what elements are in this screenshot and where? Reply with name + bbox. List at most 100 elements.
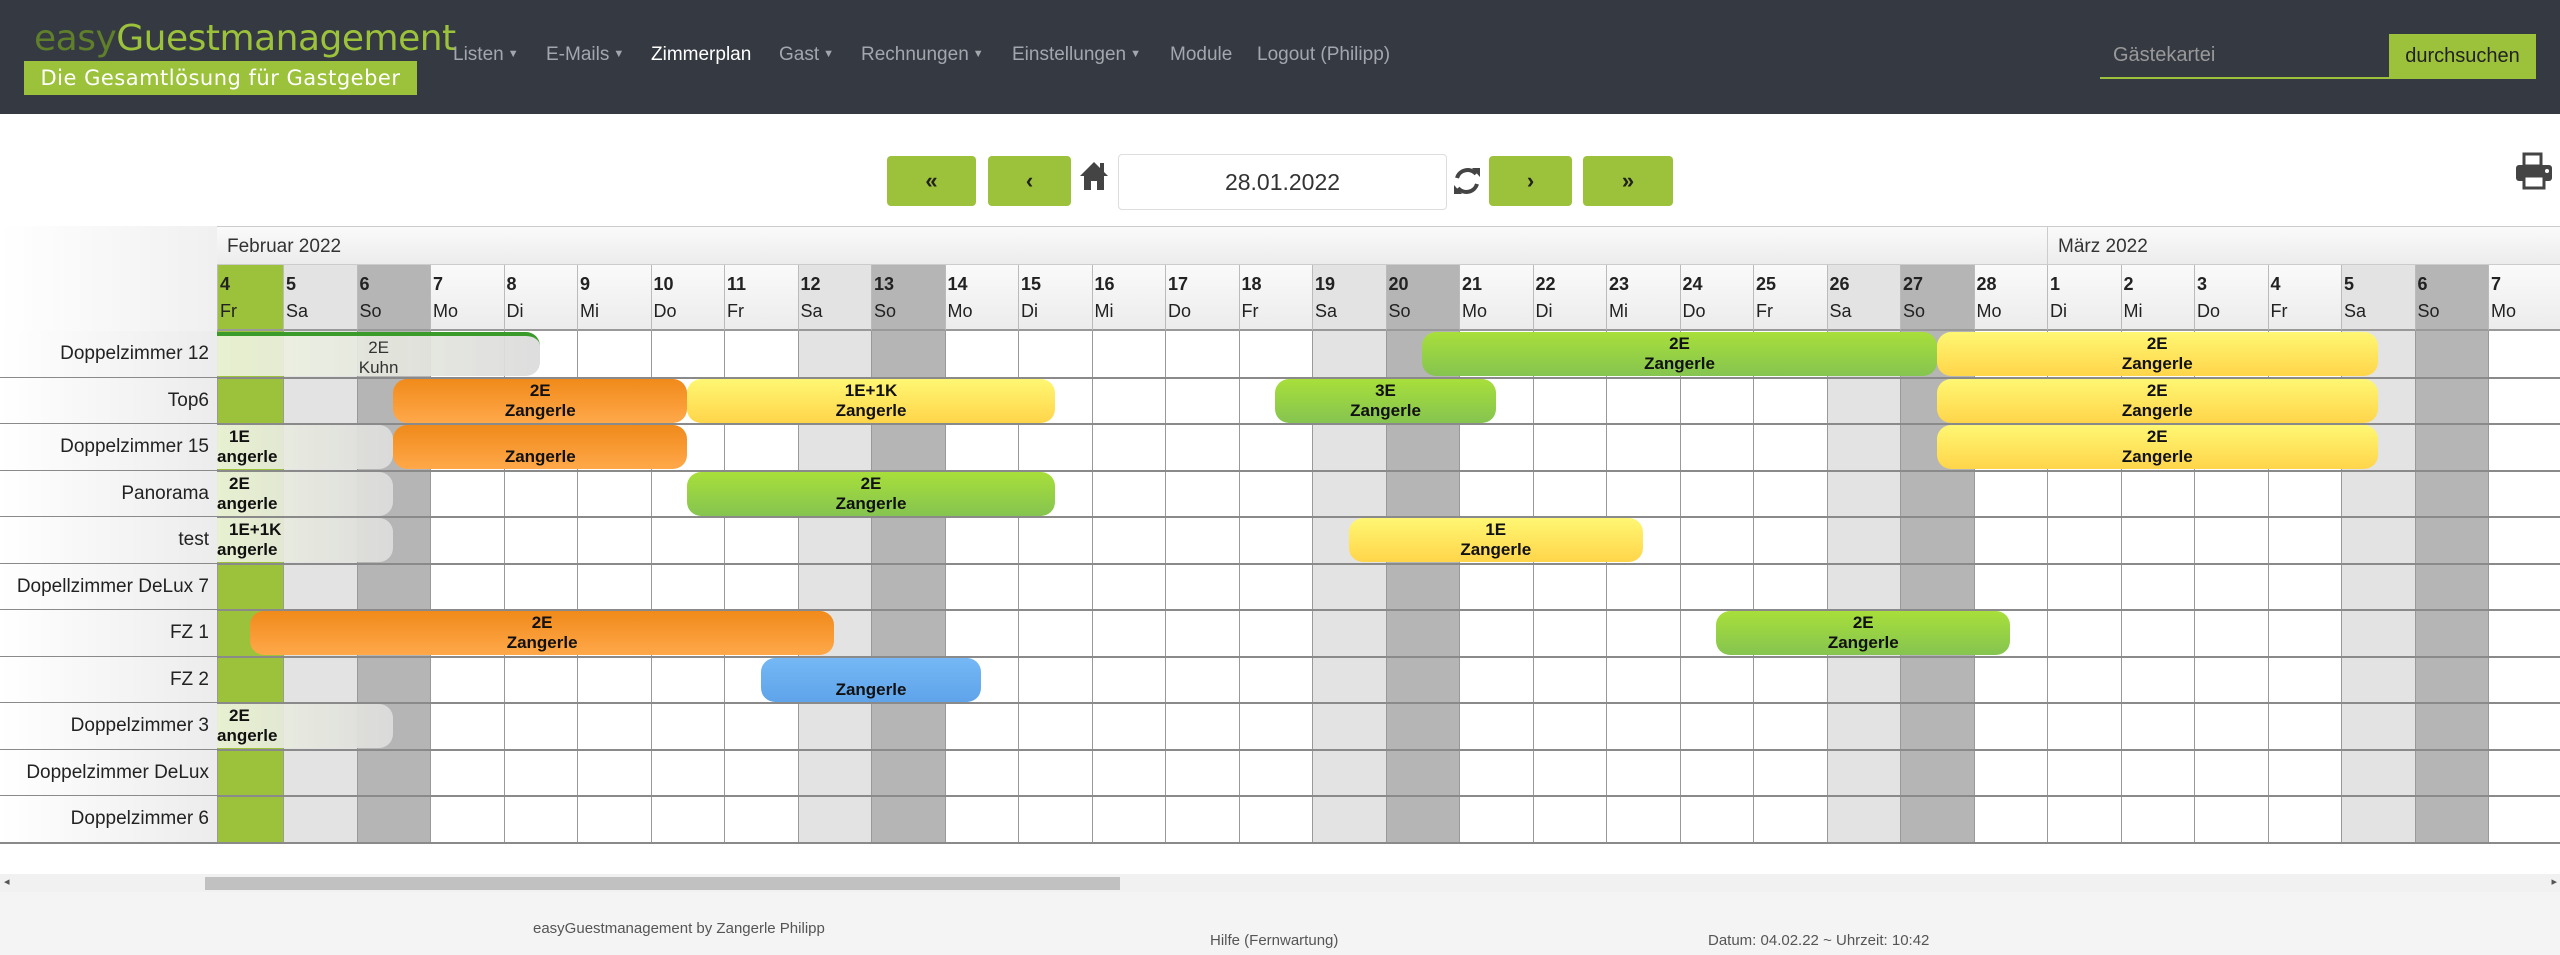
day-header[interactable]: 4 Fr (2267, 265, 2341, 331)
day-column[interactable] (1091, 331, 1165, 843)
day-header[interactable]: 3 Do (2194, 265, 2268, 331)
day-header[interactable]: 18 Fr (1238, 265, 1312, 331)
day-header[interactable]: 4 Fr (217, 265, 283, 331)
day-column[interactable] (2488, 331, 2560, 843)
room-label[interactable]: FZ 1 (0, 610, 217, 656)
day-header[interactable]: 8 Di (503, 265, 577, 331)
day-header[interactable]: 12 Sa (797, 265, 871, 331)
day-header[interactable]: 20 So (1385, 265, 1459, 331)
day-header[interactable]: 7 Mo (2488, 265, 2560, 331)
room-label[interactable]: test (0, 517, 217, 563)
nav-zimmerplan[interactable]: Zimmerplan (651, 44, 751, 66)
room-label[interactable]: Doppelzimmer 6 (0, 796, 217, 842)
day-header[interactable]: 2 Mi (2120, 265, 2194, 331)
booking-bar[interactable]: 2E Zangerle (1936, 378, 2378, 423)
day-header[interactable]: 28 Mo (1973, 265, 2047, 331)
day-header[interactable]: 19 Sa (1312, 265, 1386, 331)
print-icon[interactable] (2515, 152, 2553, 195)
room-label[interactable]: Doppelzimmer 12 (0, 331, 217, 377)
weekday: Mi (1609, 301, 1628, 321)
day-header[interactable]: 25 Fr (1753, 265, 1827, 331)
date-input[interactable] (1118, 154, 1447, 210)
day-header[interactable]: 10 Do (650, 265, 724, 331)
booking-bar[interactable]: Zangerle (393, 425, 688, 469)
guest-search-input[interactable] (2100, 34, 2389, 79)
day-header[interactable]: 6 So (356, 265, 430, 331)
booking-bar[interactable]: 2E angerle (217, 471, 394, 516)
booking-bar[interactable]: 1E+1K Zangerle (687, 378, 1055, 423)
day-header[interactable]: 21 Mo (1459, 265, 1533, 331)
room-label[interactable]: Doppelzimmer 15 (0, 424, 217, 470)
weekday: Mo (2491, 301, 2517, 321)
room-label[interactable]: Doppelzimmer 3 (0, 703, 217, 749)
next-button[interactable]: › (1489, 156, 1572, 206)
day-header[interactable]: 23 Mi (1606, 265, 1680, 331)
nav-rechnungen[interactable]: Rechnungen ▼ (861, 44, 984, 66)
refresh-icon[interactable] (1452, 164, 1482, 203)
nav-listen[interactable]: Listen ▼ (453, 44, 519, 66)
day-header[interactable]: 27 So (1900, 265, 1974, 331)
day-column[interactable] (217, 331, 283, 843)
day-column[interactable] (1753, 331, 1827, 843)
booking-bar[interactable]: 2E Zangerle (250, 611, 835, 655)
day-header[interactable]: 17 Do (1165, 265, 1239, 331)
first-page-button[interactable]: « (887, 156, 976, 206)
prev-button[interactable]: ‹ (988, 156, 1071, 206)
room-label[interactable]: FZ 2 (0, 656, 217, 703)
day-column[interactable] (1826, 331, 1900, 843)
room-label[interactable]: Top6 (0, 377, 217, 424)
day-header[interactable]: 15 Di (1018, 265, 1092, 331)
day-column[interactable] (1165, 331, 1239, 843)
booking-bar[interactable]: 2E Zangerle (1936, 332, 2378, 376)
nav-logout-philipp[interactable]: Logout (Philipp) (1257, 44, 1390, 66)
booking-bar[interactable]: 2E Kuhn (217, 332, 541, 376)
nav-einstellungen[interactable]: Einstellungen ▼ (1012, 44, 1141, 66)
scrollbar-thumb[interactable] (205, 877, 1120, 890)
weekday: Di (1021, 301, 1038, 321)
booking-bar[interactable]: 2E Zangerle (1422, 332, 1937, 376)
booking-bar[interactable]: 1E angerle (217, 425, 394, 469)
day-header[interactable]: 13 So (871, 265, 945, 331)
scroll-right-arrow-icon[interactable]: ▸ (2551, 876, 2557, 888)
day-header[interactable]: 24 Do (1679, 265, 1753, 331)
scroll-left-arrow-icon[interactable]: ◂ (4, 876, 10, 888)
day-header[interactable]: 16 Mi (1091, 265, 1165, 331)
day-header[interactable]: 9 Mi (577, 265, 651, 331)
booking-bar[interactable]: 1E Zangerle (1348, 518, 1643, 562)
help-link[interactable]: Hilfe (Fernwartung) (1210, 932, 1339, 949)
booking-bar[interactable]: 2E Zangerle (1936, 425, 2378, 469)
horizontal-scrollbar[interactable]: ◂ ▸ (0, 874, 2560, 892)
booking-bar[interactable]: 2E angerle (217, 704, 394, 748)
home-icon[interactable] (1078, 158, 1110, 199)
day-header[interactable]: 5 Sa (2341, 265, 2415, 331)
room-label[interactable]: Panorama (0, 470, 217, 517)
nav-e-mails[interactable]: E-Mails ▼ (546, 44, 624, 66)
day-header[interactable]: 22 Di (1532, 265, 1606, 331)
day-column[interactable] (1532, 331, 1606, 843)
nav-module[interactable]: Module (1170, 44, 1232, 66)
search-button[interactable]: durchsuchen (2389, 34, 2536, 79)
booking-bar[interactable]: Zangerle (760, 657, 982, 702)
caret-down-icon: ▼ (613, 48, 625, 60)
day-column[interactable] (1679, 331, 1753, 843)
nav-gast[interactable]: Gast ▼ (779, 44, 834, 66)
day-header[interactable]: 26 Sa (1826, 265, 1900, 331)
room-label[interactable]: Dopellzimmer DeLux 7 (0, 563, 217, 610)
day-column[interactable] (1606, 331, 1680, 843)
booking-bar[interactable]: 2E Zangerle (1716, 611, 2011, 655)
day-column[interactable] (283, 331, 357, 843)
day-column[interactable] (2414, 331, 2488, 843)
room-label[interactable]: Doppelzimmer DeLux (0, 749, 217, 796)
booking-bar[interactable]: 3E Zangerle (1275, 378, 1496, 423)
day-header[interactable]: 7 Mo (430, 265, 504, 331)
day-header[interactable]: 14 Mo (944, 265, 1018, 331)
day-header[interactable]: 11 Fr (724, 265, 798, 331)
logo[interactable]: easyGuestmanagement (34, 18, 456, 59)
day-header[interactable]: 6 So (2414, 265, 2488, 331)
booking-bar[interactable]: 1E+1K angerle (217, 518, 394, 562)
booking-bar[interactable]: 2E Zangerle (687, 471, 1055, 516)
booking-bar[interactable]: 2E Zangerle (393, 378, 688, 423)
day-header[interactable]: 1 Di (2047, 265, 2121, 331)
day-header[interactable]: 5 Sa (283, 265, 357, 331)
last-page-button[interactable]: » (1583, 156, 1673, 206)
